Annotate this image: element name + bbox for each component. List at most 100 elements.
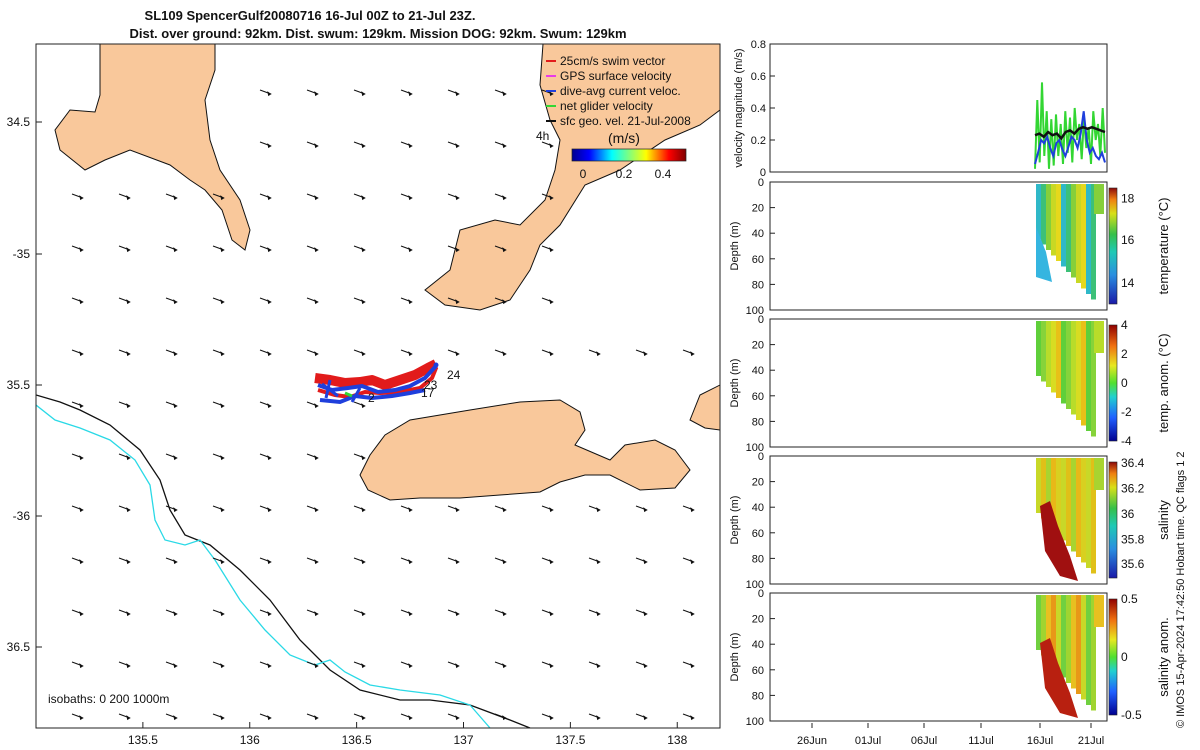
- section-column: [1041, 595, 1046, 656]
- vector-arrowhead: [220, 247, 225, 253]
- section-late-column: [1094, 321, 1104, 353]
- map-panel: 24 23 17 2 135.5 136 136.5 137 137.5 138 34.5…: [7, 43, 721, 747]
- vector-arrowhead: [596, 611, 601, 617]
- isobaths-label: isobaths: 0 200 1000m: [48, 692, 169, 706]
- velocity-series-line: [1034, 82, 1106, 169]
- vector-arrowhead: [361, 715, 366, 721]
- vector-arrowhead: [549, 91, 554, 97]
- section-column: [1056, 321, 1061, 398]
- vector-arrowhead: [408, 143, 413, 149]
- depth-tick-label: 100: [746, 579, 764, 591]
- vector-arrowhead: [455, 91, 460, 97]
- section-column: [1051, 595, 1056, 667]
- title-line2: Dist. over ground: 92km. Dist. swum: 129…: [129, 26, 626, 41]
- vector-arrowhead: [455, 611, 460, 617]
- section-column: [1081, 321, 1086, 426]
- section-highlight: [1040, 638, 1078, 718]
- vector-arrowhead: [220, 611, 225, 617]
- vector-arrowhead: [690, 663, 695, 669]
- map-x-tick-label: 137.5: [555, 733, 585, 747]
- section-column: [1066, 595, 1071, 683]
- colorbar-tick-label: 35.6: [1121, 557, 1145, 571]
- vector-arrowhead: [549, 247, 554, 253]
- vector-arrowhead: [220, 507, 225, 513]
- vector-arrowhead: [79, 559, 84, 565]
- vector-arrowhead: [220, 663, 225, 669]
- vector-arrowhead: [408, 715, 413, 721]
- section-column: [1086, 595, 1091, 705]
- depth-tick-label: 80: [752, 690, 764, 702]
- vector-arrowhead: [314, 455, 319, 461]
- vector-arrowhead: [643, 715, 648, 721]
- geostrophic-vector-field: [71, 89, 695, 721]
- land-northwest-peninsula: [54, 44, 251, 251]
- vector-arrowhead: [314, 195, 319, 201]
- depth-axis-label: Depth (m): [729, 496, 741, 545]
- velocity-ylabel: velocity magnitude (m/s): [733, 48, 745, 167]
- panel-colorbar: [1108, 598, 1118, 716]
- section-column: [1081, 184, 1086, 289]
- vector-arrowhead: [361, 403, 366, 409]
- vector-arrowhead: [549, 143, 554, 149]
- vector-arrowhead: [267, 195, 272, 201]
- section-column: [1071, 184, 1076, 278]
- velocity-y-tick-label: 0.6: [751, 71, 766, 83]
- depth-tick-label: 80: [752, 279, 764, 291]
- vector-arrowhead: [220, 195, 225, 201]
- depth-tick-label: 100: [746, 305, 764, 317]
- vector-arrowhead: [549, 195, 554, 201]
- isobath-200m: [36, 394, 531, 728]
- depth-tick-label: 0: [758, 451, 764, 463]
- map-y-tick-label: 35.5: [7, 378, 31, 392]
- depth-tick-label: 60: [752, 528, 764, 540]
- depth-tick-label: 60: [752, 391, 764, 403]
- land-northeast-peninsula: [424, 44, 720, 311]
- colorbar-label: temperature (°C): [1156, 198, 1171, 295]
- colorbar-tick-label: 16: [1121, 233, 1135, 247]
- panel-colorbar: [1108, 187, 1118, 305]
- depth-tick-label: 20: [752, 477, 764, 489]
- velocity-y-tick-label: 0: [760, 167, 766, 179]
- depth-tick-label: 40: [752, 639, 764, 651]
- vector-arrowhead: [79, 715, 84, 721]
- section-column: [1041, 321, 1046, 382]
- colorbar-unit-label: (m/s): [608, 130, 640, 146]
- depth-tick-label: 60: [752, 254, 764, 266]
- section-column: [1091, 595, 1096, 711]
- title-line1: SL109 SpencerGulf20080716 16-Jul 00Z to …: [145, 8, 476, 23]
- colorbar-tick-label: 0.2: [616, 167, 633, 181]
- section-column: [1036, 458, 1041, 513]
- colorbar-tick-label: 36: [1121, 507, 1135, 521]
- vector-arrowhead: [596, 715, 601, 721]
- vector-arrowhead: [267, 299, 272, 305]
- vector-arrowhead: [549, 507, 554, 513]
- vector-arrowhead: [596, 507, 601, 513]
- section-column: [1036, 321, 1041, 376]
- colorbar-tick-label: -0.5: [1121, 708, 1142, 722]
- colorbar-tick-label: 0.5: [1121, 592, 1138, 606]
- map-x-tick-label: 138: [667, 733, 687, 747]
- colorbar-tick-label: 35.8: [1121, 533, 1145, 547]
- section-column: [1061, 458, 1066, 541]
- depth-tick-label: 100: [746, 442, 764, 454]
- colorbar-label: temp. anom. (°C): [1156, 333, 1171, 432]
- section-column: [1056, 458, 1061, 535]
- vector-arrowhead: [502, 715, 507, 721]
- vector-arrowhead: [314, 351, 319, 357]
- legend-label: GPS surface velocity: [560, 69, 671, 83]
- vector-arrowhead: [502, 663, 507, 669]
- vector-arrowhead: [361, 455, 366, 461]
- vector-arrowhead: [455, 195, 460, 201]
- panel-colorbar: [1108, 461, 1118, 579]
- vector-arrowhead: [455, 507, 460, 513]
- section-column: [1036, 595, 1041, 650]
- vector-arrowhead: [455, 663, 460, 669]
- vector-arrowhead: [596, 663, 601, 669]
- vector-arrowhead: [314, 143, 319, 149]
- depth-tick-label: 20: [752, 340, 764, 352]
- vector-arrowhead: [314, 247, 319, 253]
- vector-arrowhead: [408, 663, 413, 669]
- vector-arrowhead: [690, 507, 695, 513]
- section-column: [1061, 321, 1066, 404]
- vector-arrowhead: [79, 195, 84, 201]
